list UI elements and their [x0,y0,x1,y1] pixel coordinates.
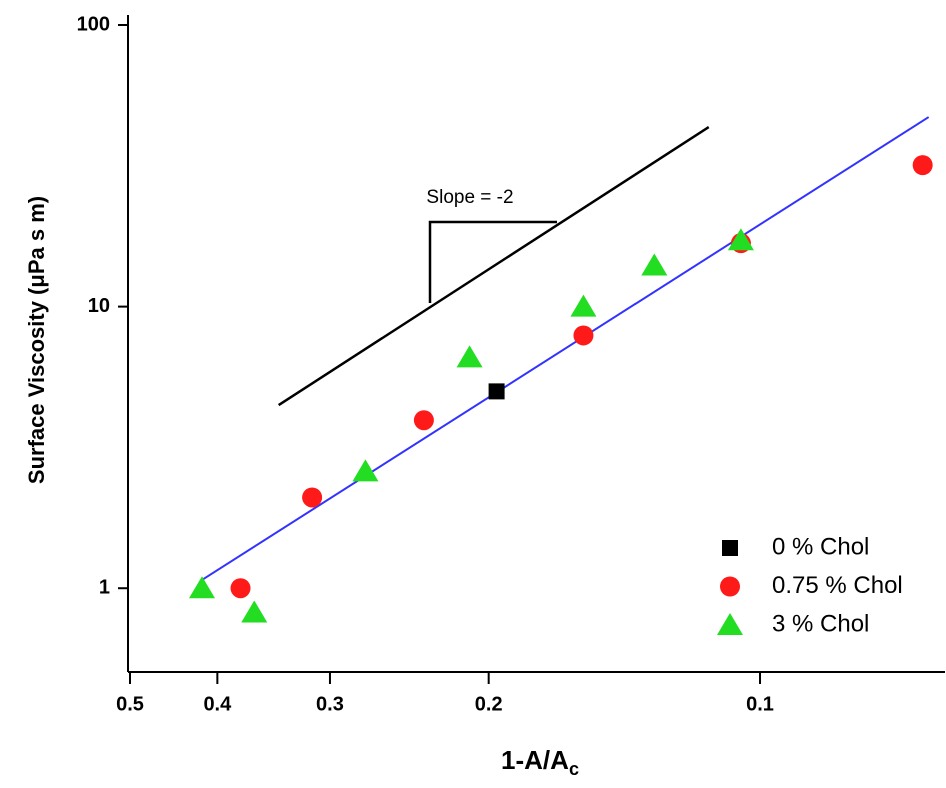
fit-line [201,116,930,581]
point [456,345,483,368]
x-axis-label: 1-A/Ac [501,745,579,779]
legend-label: 3 % Chol [772,610,869,637]
x-tick-label: 0.5 [116,693,144,715]
point [188,576,215,599]
x-tick-label: 0.2 [475,693,503,715]
x-tick-label: 0.4 [203,693,232,715]
legend-marker [722,540,738,556]
legend-marker [720,576,740,597]
slope-line [277,126,710,407]
slope-triangle [428,220,557,303]
y-tick-label: 100 [77,13,110,35]
point [488,383,505,400]
legend-marker [717,613,743,635]
point [241,600,268,623]
point [413,410,434,431]
x-tick-label: 0.3 [316,693,344,715]
slope-label: Slope = -2 [426,187,513,208]
legend-label: 0 % Chol [772,533,869,560]
point [641,253,668,276]
y-tick-label: 10 [88,295,110,317]
point [727,228,754,251]
y-axis-label: Surface Viscosity (μPa s m) [24,196,49,484]
y-tick-label: 1 [99,577,110,599]
point [912,155,933,176]
point [352,459,379,482]
x-tick-label: 0.1 [746,693,774,715]
point [573,325,594,346]
x-axis-label-text: 1-A/A [501,745,569,775]
point [570,294,597,317]
point [302,487,323,508]
point [230,578,251,599]
legend-label: 0.75 % Chol [772,572,903,599]
x-axis-label-subscript: c [569,759,579,779]
